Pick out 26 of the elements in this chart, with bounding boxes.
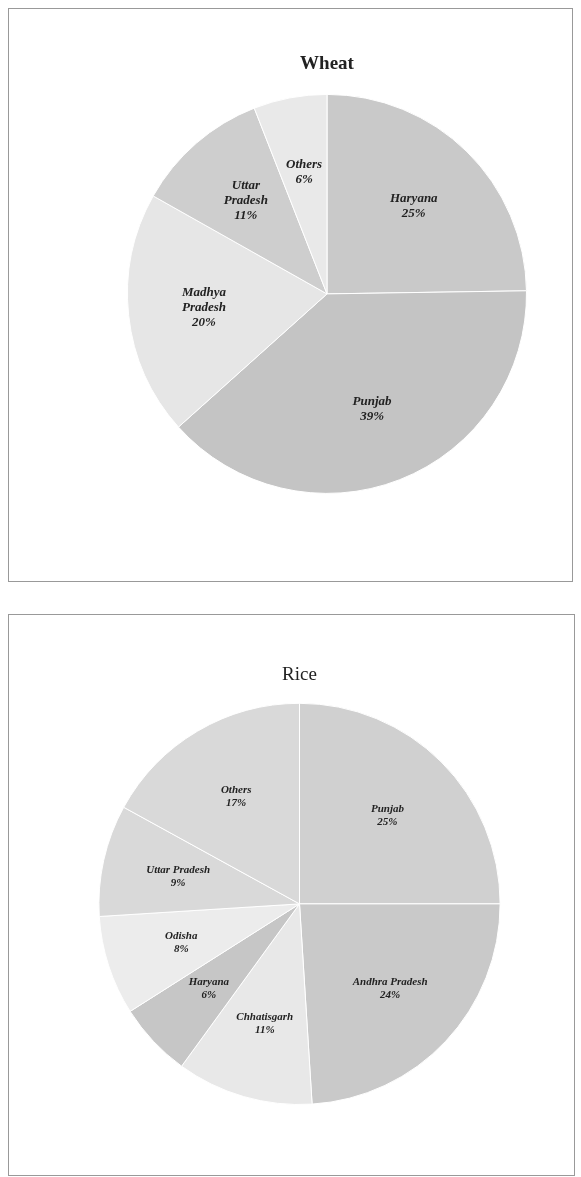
slice-label: Chhatisgarh <box>236 1009 294 1022</box>
slice-label: Punjab <box>352 392 393 408</box>
data-label: 6% <box>295 171 313 187</box>
data-label: 20% <box>191 313 217 329</box>
data-label: 6% <box>201 988 217 1001</box>
data-label: 39% <box>359 407 385 423</box>
slice-label: Haryana <box>388 189 439 205</box>
data-label: 8% <box>173 941 189 954</box>
slice-label: Uttar Pradesh <box>223 176 268 207</box>
slice-label: Punjab <box>370 802 405 815</box>
data-label: 25% <box>376 815 398 828</box>
data-label: 24% <box>379 988 401 1001</box>
chart-title: Rice <box>282 663 317 685</box>
slice-label: Others <box>220 783 252 796</box>
slice-label: Madhya Pradesh <box>181 283 227 314</box>
data-label: 11% <box>255 1022 275 1035</box>
data-label: 11% <box>234 206 258 222</box>
data-label: 25% <box>400 204 426 220</box>
slice-label: Uttar Pradesh <box>146 863 211 876</box>
chart-title: Wheat <box>300 52 355 74</box>
data-label: 17% <box>226 796 247 809</box>
slice-label: Andhra Pradesh <box>351 975 428 988</box>
slice-label: Haryana <box>187 975 230 988</box>
slice-label: Odisha <box>165 928 198 941</box>
data-label: 9% <box>170 876 186 889</box>
slice-label: Others <box>285 156 323 172</box>
